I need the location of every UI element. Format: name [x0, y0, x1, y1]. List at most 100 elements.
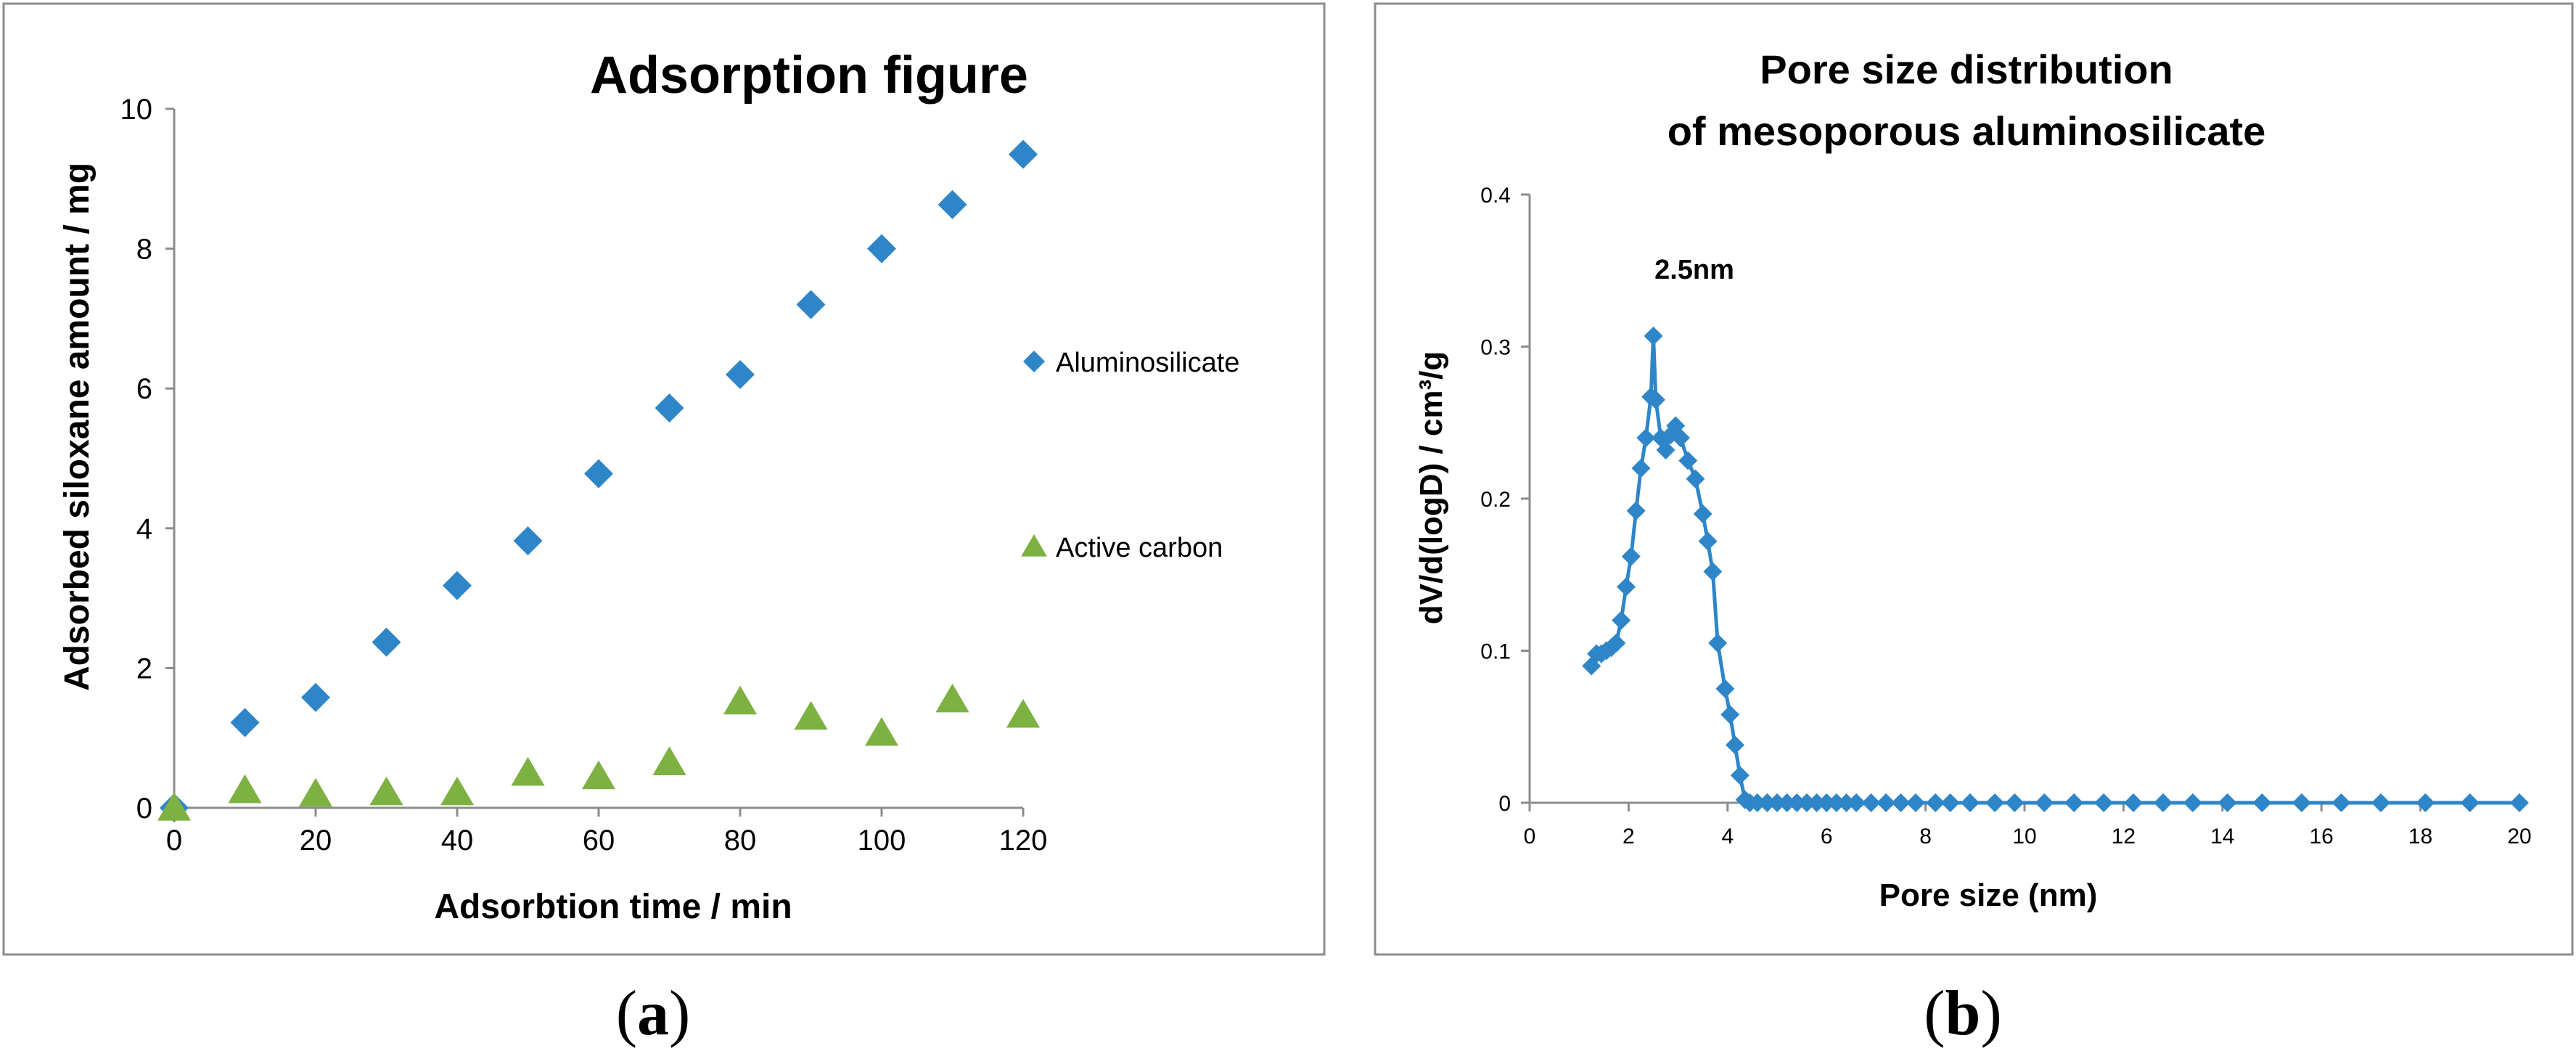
chart-b-point — [1698, 531, 1718, 551]
chart-a-point-active-carbon — [157, 792, 192, 821]
legend-label-active-carbon: Active carbon — [1056, 533, 1223, 563]
chart-b-title-line2: of mesoporous aluminosilicate — [1668, 108, 2266, 154]
panel-label-a-open: ( — [616, 978, 637, 1049]
chart-b-point — [1686, 469, 1705, 488]
chart-a-point-active-carbon — [298, 777, 333, 807]
chart-b-x-tick-label: 8 — [1919, 825, 1932, 849]
chart-b-x-tick-label: 2 — [1623, 825, 1635, 849]
chart-a-point-active-carbon — [440, 776, 475, 806]
chart-b-point — [2124, 793, 2144, 812]
legend-marker-active-carbon — [1021, 534, 1047, 557]
chart-a: Adsorption figure 0 20 40 60 80 100 120 0 2 4 6 8 10… — [2, 2, 1326, 956]
chart-b-point — [1621, 547, 1641, 566]
chart-b-point — [1726, 735, 1745, 755]
chart-b-point — [1656, 440, 1675, 459]
chart-b-point — [2371, 793, 2391, 812]
chart-b-x-tick-label: 10 — [2012, 825, 2036, 849]
chart-b-point — [1693, 504, 1712, 523]
chart-b-point — [1826, 793, 1846, 812]
chart-a-x-tick-label: 0 — [166, 825, 182, 856]
chart-b-point — [2331, 793, 2351, 812]
chart-a-point-active-carbon — [935, 683, 969, 713]
chart-b-x-tick-label: 18 — [2408, 825, 2432, 849]
chart-a-x-tick-label: 60 — [583, 825, 615, 856]
panel-label-b-open: ( — [1924, 978, 1945, 1049]
chart-b-point — [1837, 793, 1856, 812]
chart-b-point — [1730, 766, 1750, 785]
chart-b-point — [2064, 793, 2084, 812]
panel-label-b-letter: b — [1945, 978, 1981, 1049]
chart-a-y-tick-label: 2 — [136, 653, 152, 684]
panel-label-a-close: ) — [669, 978, 690, 1049]
chart-a-point-aluminosilicate — [584, 459, 613, 488]
chart-b-point — [2153, 793, 2173, 812]
chart-a-point-active-carbon — [369, 776, 403, 806]
legend-marker-aluminosilicate — [1023, 351, 1045, 372]
chart-a-x-tick-label: 40 — [441, 825, 474, 856]
chart-b-point — [1626, 501, 1646, 520]
chart-a-point-aluminosilicate — [867, 234, 896, 263]
chart-b-point — [1985, 793, 2005, 812]
chart-b-x-tick-label: 6 — [1821, 825, 1833, 849]
chart-b-title: Pore size distribution — [1760, 46, 2173, 92]
chart-b-x-tick-label: 14 — [2210, 825, 2234, 849]
chart-b-point — [1926, 793, 1945, 812]
chart-b-point — [1906, 793, 1925, 812]
chart-b-point — [2510, 793, 2529, 812]
chart-b-point — [2252, 793, 2272, 812]
chart-b-y-axis-label: dV/d(logD) / cm³/g — [1414, 351, 1449, 624]
chart-a-point-aluminosilicate — [513, 526, 543, 556]
chart-a-point-active-carbon — [581, 760, 616, 790]
chart-b-point — [1807, 793, 1826, 812]
chart-a-point-aluminosilicate — [443, 571, 472, 600]
chart-b-point — [2005, 793, 2025, 812]
chart-b-point — [2094, 793, 2114, 812]
chart-b-point — [1940, 793, 1960, 812]
chart-a-y-tick-label: 6 — [136, 373, 152, 405]
chart-b-y-tick-label: 0.3 — [1480, 336, 1511, 360]
chart-a-series — [157, 139, 1041, 822]
chart-a-point-active-carbon — [723, 685, 758, 715]
chart-b-x-tick-label: 0 — [1524, 825, 1536, 849]
chart-b-point — [1678, 451, 1698, 470]
chart-a-legend: Aluminosilicate Active carbon — [1021, 348, 1239, 563]
chart-a-frame — [2, 2, 1326, 956]
chart-a-point-aluminosilicate — [938, 189, 967, 219]
chart-b-x-tick-label: 12 — [2112, 825, 2136, 849]
chart-b-point — [1612, 610, 1631, 630]
chart-b-frame — [1374, 2, 2574, 956]
chart-a-point-aluminosilicate — [655, 393, 684, 423]
chart-b-point — [1960, 793, 1980, 812]
legend-label-aluminosilicate: Aluminosilicate — [1056, 348, 1239, 378]
chart-a-x-tick-label: 20 — [300, 825, 332, 856]
chart-b-point — [1817, 793, 1837, 812]
chart-b-point — [1757, 793, 1777, 812]
chart-a-point-active-carbon — [864, 716, 899, 746]
chart-a-y-axis-label: Adsorbed siloxane amount / mg — [58, 163, 97, 691]
chart-a-y-tick-label: 0 — [136, 793, 152, 825]
panel-label-a: (a) — [616, 978, 691, 1049]
chart-b-point — [1644, 326, 1663, 345]
chart-b-point — [2416, 793, 2435, 812]
chart-b-point — [1768, 793, 1787, 812]
chart-b-y-tick-label: 0.1 — [1480, 640, 1511, 664]
chart-b: Pore size distribution of mesoporous alu… — [1374, 2, 2574, 956]
panel-label-b: (b) — [1924, 978, 2002, 1049]
chart-a-point-active-carbon — [794, 700, 828, 730]
chart-b-y-tick-label: 0.4 — [1480, 184, 1511, 208]
chart-b-point — [1636, 428, 1656, 448]
chart-b-point — [1847, 793, 1866, 812]
chart-a-point-aluminosilicate — [796, 290, 826, 319]
panel-label-a-letter: a — [637, 978, 669, 1049]
chart-b-point — [1720, 705, 1740, 724]
chart-a-point-aluminosilicate — [372, 627, 401, 657]
chart-b-point — [1876, 793, 1896, 812]
chart-b-point — [1861, 793, 1881, 812]
chart-b-point — [1703, 562, 1723, 581]
chart-a-y-tick-label: 8 — [136, 234, 152, 266]
chart-a-point-aluminosilicate — [726, 359, 755, 389]
chart-a-point-aluminosilicate — [230, 708, 260, 737]
chart-b-x-tick-label: 4 — [1721, 825, 1734, 849]
chart-a-point-aluminosilicate — [301, 682, 330, 712]
